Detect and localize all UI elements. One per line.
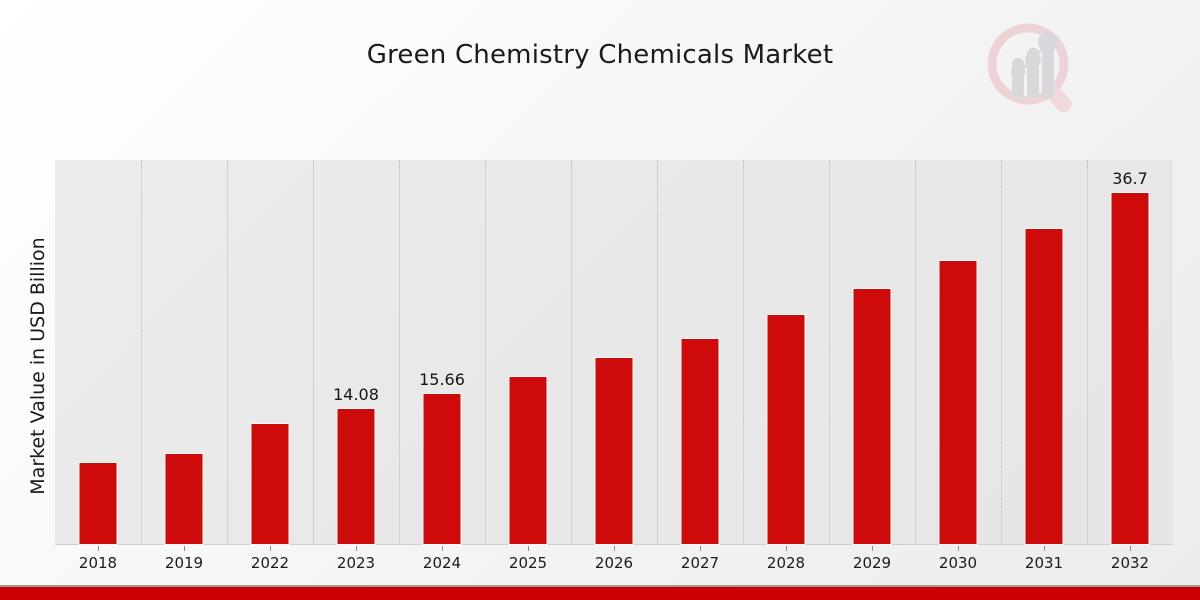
bar[interactable] [767, 315, 805, 544]
x-axis-tick [614, 546, 615, 551]
bar[interactable] [509, 377, 547, 544]
gridline [1087, 160, 1088, 544]
plot-area: 14.08 15.66 36.7 [55, 160, 1173, 545]
gridline [227, 160, 228, 544]
chart-title: Green Chemistry Chemicals Market [366, 40, 834, 70]
x-axis-label: 2022 [250, 554, 290, 572]
gridline [1001, 160, 1002, 544]
gridline [141, 160, 142, 544]
gridline [915, 160, 916, 544]
bar[interactable] [595, 358, 633, 544]
bar-series: 14.08 15.66 36.7 [55, 160, 1173, 544]
bar[interactable] [1111, 192, 1149, 544]
gridline [657, 160, 658, 544]
x-axis-label: 2026 [594, 554, 634, 572]
x-axis-tick [528, 546, 529, 551]
x-axis-label: 2023 [336, 554, 376, 572]
bar-slot[interactable] [743, 160, 829, 544]
x-axis-label: 2031 [1024, 554, 1064, 572]
x-axis-label: 2029 [852, 554, 892, 572]
bar-slot[interactable] [571, 160, 657, 544]
gridline [743, 160, 744, 544]
x-axis: 2018 2019 2022 2023 2024 2025 2026 2027 2028 2029… [55, 546, 1173, 580]
x-axis-tick [700, 546, 701, 551]
footer-divider [0, 585, 1200, 587]
x-axis-label: 2018 [78, 554, 118, 572]
x-axis-tick [442, 546, 443, 551]
gridlines [55, 160, 1173, 544]
bar-value-label: 36.7 [1112, 168, 1148, 188]
bar[interactable] [1025, 228, 1063, 544]
bar-slot[interactable] [915, 160, 1001, 544]
bar-value-label: 15.66 [419, 370, 465, 390]
x-axis-tick [958, 546, 959, 551]
x-axis-tick [184, 546, 185, 551]
bar[interactable] [79, 462, 117, 544]
footer-band [0, 587, 1200, 600]
bar[interactable] [853, 289, 891, 544]
bar-slot[interactable]: 14.08 [313, 160, 399, 544]
bar-slot[interactable] [227, 160, 313, 544]
x-axis-tick [270, 546, 271, 551]
bar[interactable] [337, 409, 375, 544]
bar-slot[interactable] [829, 160, 915, 544]
x-axis-label: 2024 [422, 554, 462, 572]
x-axis-label: 2030 [938, 554, 978, 572]
bar-slot[interactable] [55, 160, 141, 544]
gridline [313, 160, 314, 544]
x-axis-label: 2032 [1110, 554, 1150, 572]
bar-slot[interactable]: 36.7 [1087, 160, 1173, 544]
x-axis-tick [1130, 546, 1131, 551]
gridline [399, 160, 400, 544]
bar-slot[interactable] [141, 160, 227, 544]
bar[interactable] [681, 339, 719, 544]
bar[interactable] [251, 424, 289, 544]
bar[interactable] [939, 260, 977, 544]
gridline [485, 160, 486, 544]
x-axis-label: 2025 [508, 554, 548, 572]
x-axis-label: 2028 [766, 554, 806, 572]
x-axis-label: 2027 [680, 554, 720, 572]
bar-slot[interactable] [1001, 160, 1087, 544]
x-axis-tick [1044, 546, 1045, 551]
x-axis-label: 2019 [164, 554, 204, 572]
bar-value-label: 14.08 [333, 385, 379, 405]
bar-slot[interactable] [485, 160, 571, 544]
gridline [829, 160, 830, 544]
bar-slot[interactable] [657, 160, 743, 544]
bar-slot[interactable]: 15.66 [399, 160, 485, 544]
x-axis-tick [786, 546, 787, 551]
x-axis-tick [98, 546, 99, 551]
x-axis-tick [872, 546, 873, 551]
x-axis-tick [356, 546, 357, 551]
bar[interactable] [165, 453, 203, 544]
y-axis-title: Market Value in USD Billion [27, 237, 49, 495]
bar[interactable] [423, 394, 461, 544]
gridline [571, 160, 572, 544]
